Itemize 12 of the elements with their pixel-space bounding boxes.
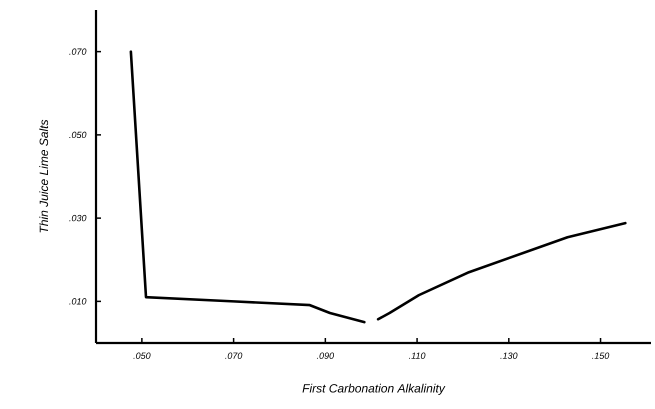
x-tick-label: .070 bbox=[225, 352, 242, 359]
x-tick-label: .110 bbox=[409, 352, 426, 359]
x-tick-label: .130 bbox=[500, 352, 518, 359]
x-axis-title: First Carbonation Alkalinity bbox=[302, 384, 446, 395]
y-tick-label: .050 bbox=[69, 132, 86, 138]
x-tick-label: .150 bbox=[592, 352, 610, 359]
y-tick-label: .030 bbox=[69, 214, 86, 222]
x-tick-label: .050 bbox=[133, 352, 151, 359]
y-axis-title: Thin Juice Lime Salts bbox=[39, 120, 48, 232]
y-tick-label: .010 bbox=[69, 298, 86, 305]
x-tick-label: .090 bbox=[316, 352, 334, 359]
y-tick-label: .070 bbox=[69, 48, 86, 55]
